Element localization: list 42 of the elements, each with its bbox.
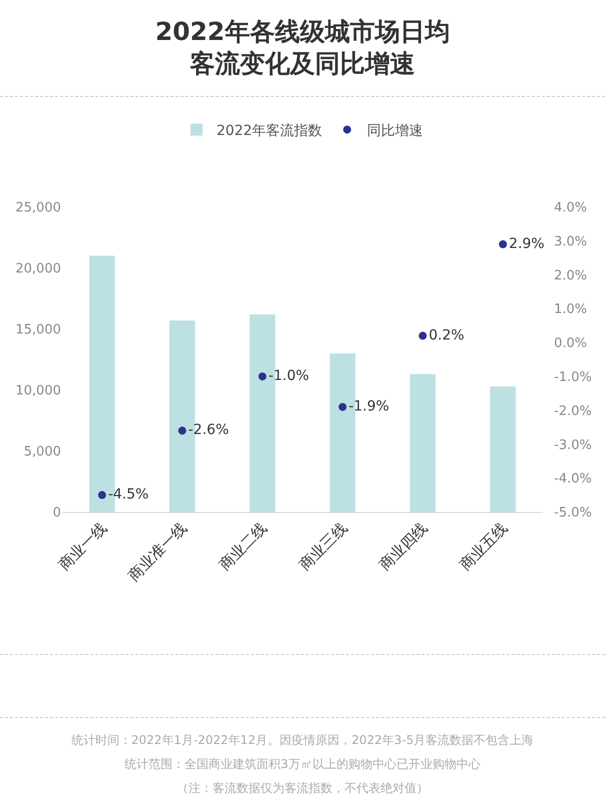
data-label: -1.0% [268, 368, 310, 384]
text: 统计范围：全国商业建筑面积3万㎡以上的购物中心已开业购物中心 [124, 756, 482, 773]
text: 统计时间：2022年1月-2022年12月。因疫情原因，2022年3-5月客流数据不包含上海 [70, 732, 535, 749]
y2-tick-label: -4.0% [554, 472, 592, 487]
y-tick-label: 5,000 [24, 444, 61, 460]
bar [490, 386, 516, 512]
x-tick-label: 商业五线 [456, 518, 512, 574]
x-tick-label: 商业三线 [296, 518, 351, 574]
x-tick-label: 商业一线 [55, 518, 110, 574]
text: （注：客流数据仅为客流指数，不代表绝对值） [176, 780, 430, 797]
data-label: -2.6% [188, 422, 229, 438]
y2-tick-label: 3.0% [554, 234, 588, 250]
y2-tick-label: 0.0% [554, 336, 588, 352]
y-tick-label: 20,000 [16, 262, 61, 277]
bar [410, 374, 436, 512]
y-tick-label: 15,000 [16, 322, 61, 338]
x-tick-label: 商业准一线 [124, 518, 190, 585]
data-label: 2.9% [508, 236, 544, 252]
x-tick-label: 商业四线 [376, 518, 431, 574]
point [338, 402, 347, 411]
y2-tick-label: -5.0% [554, 506, 592, 521]
data-label: -1.9% [348, 398, 390, 414]
point [98, 491, 106, 500]
point [498, 240, 507, 248]
chart-title: 2022年各线级城市场日均客流变化及同比增速 [154, 16, 451, 80]
point [418, 332, 427, 340]
data-label: 0.2% [428, 327, 464, 344]
point [178, 426, 186, 435]
y-tick-label: 10,000 [16, 384, 61, 399]
y-tick-label: 25,000 [16, 200, 61, 216]
legend-label: 2022年客流指数 [216, 123, 322, 140]
legend-label: 同比增速 [367, 123, 424, 140]
y2-tick-label: 1.0% [554, 302, 588, 318]
y-tick-label: 0 [52, 506, 61, 521]
y2-tick-label: -2.0% [554, 404, 592, 419]
y2-tick-label: 2.0% [554, 268, 588, 284]
y2-tick-label: -1.0% [554, 370, 592, 385]
y2-tick-label: 4.0% [554, 200, 588, 216]
x-tick-label: 商业二线 [215, 518, 271, 574]
point [258, 372, 266, 380]
data-label: -4.5% [108, 486, 149, 503]
y2-tick-label: -3.0% [554, 438, 592, 453]
